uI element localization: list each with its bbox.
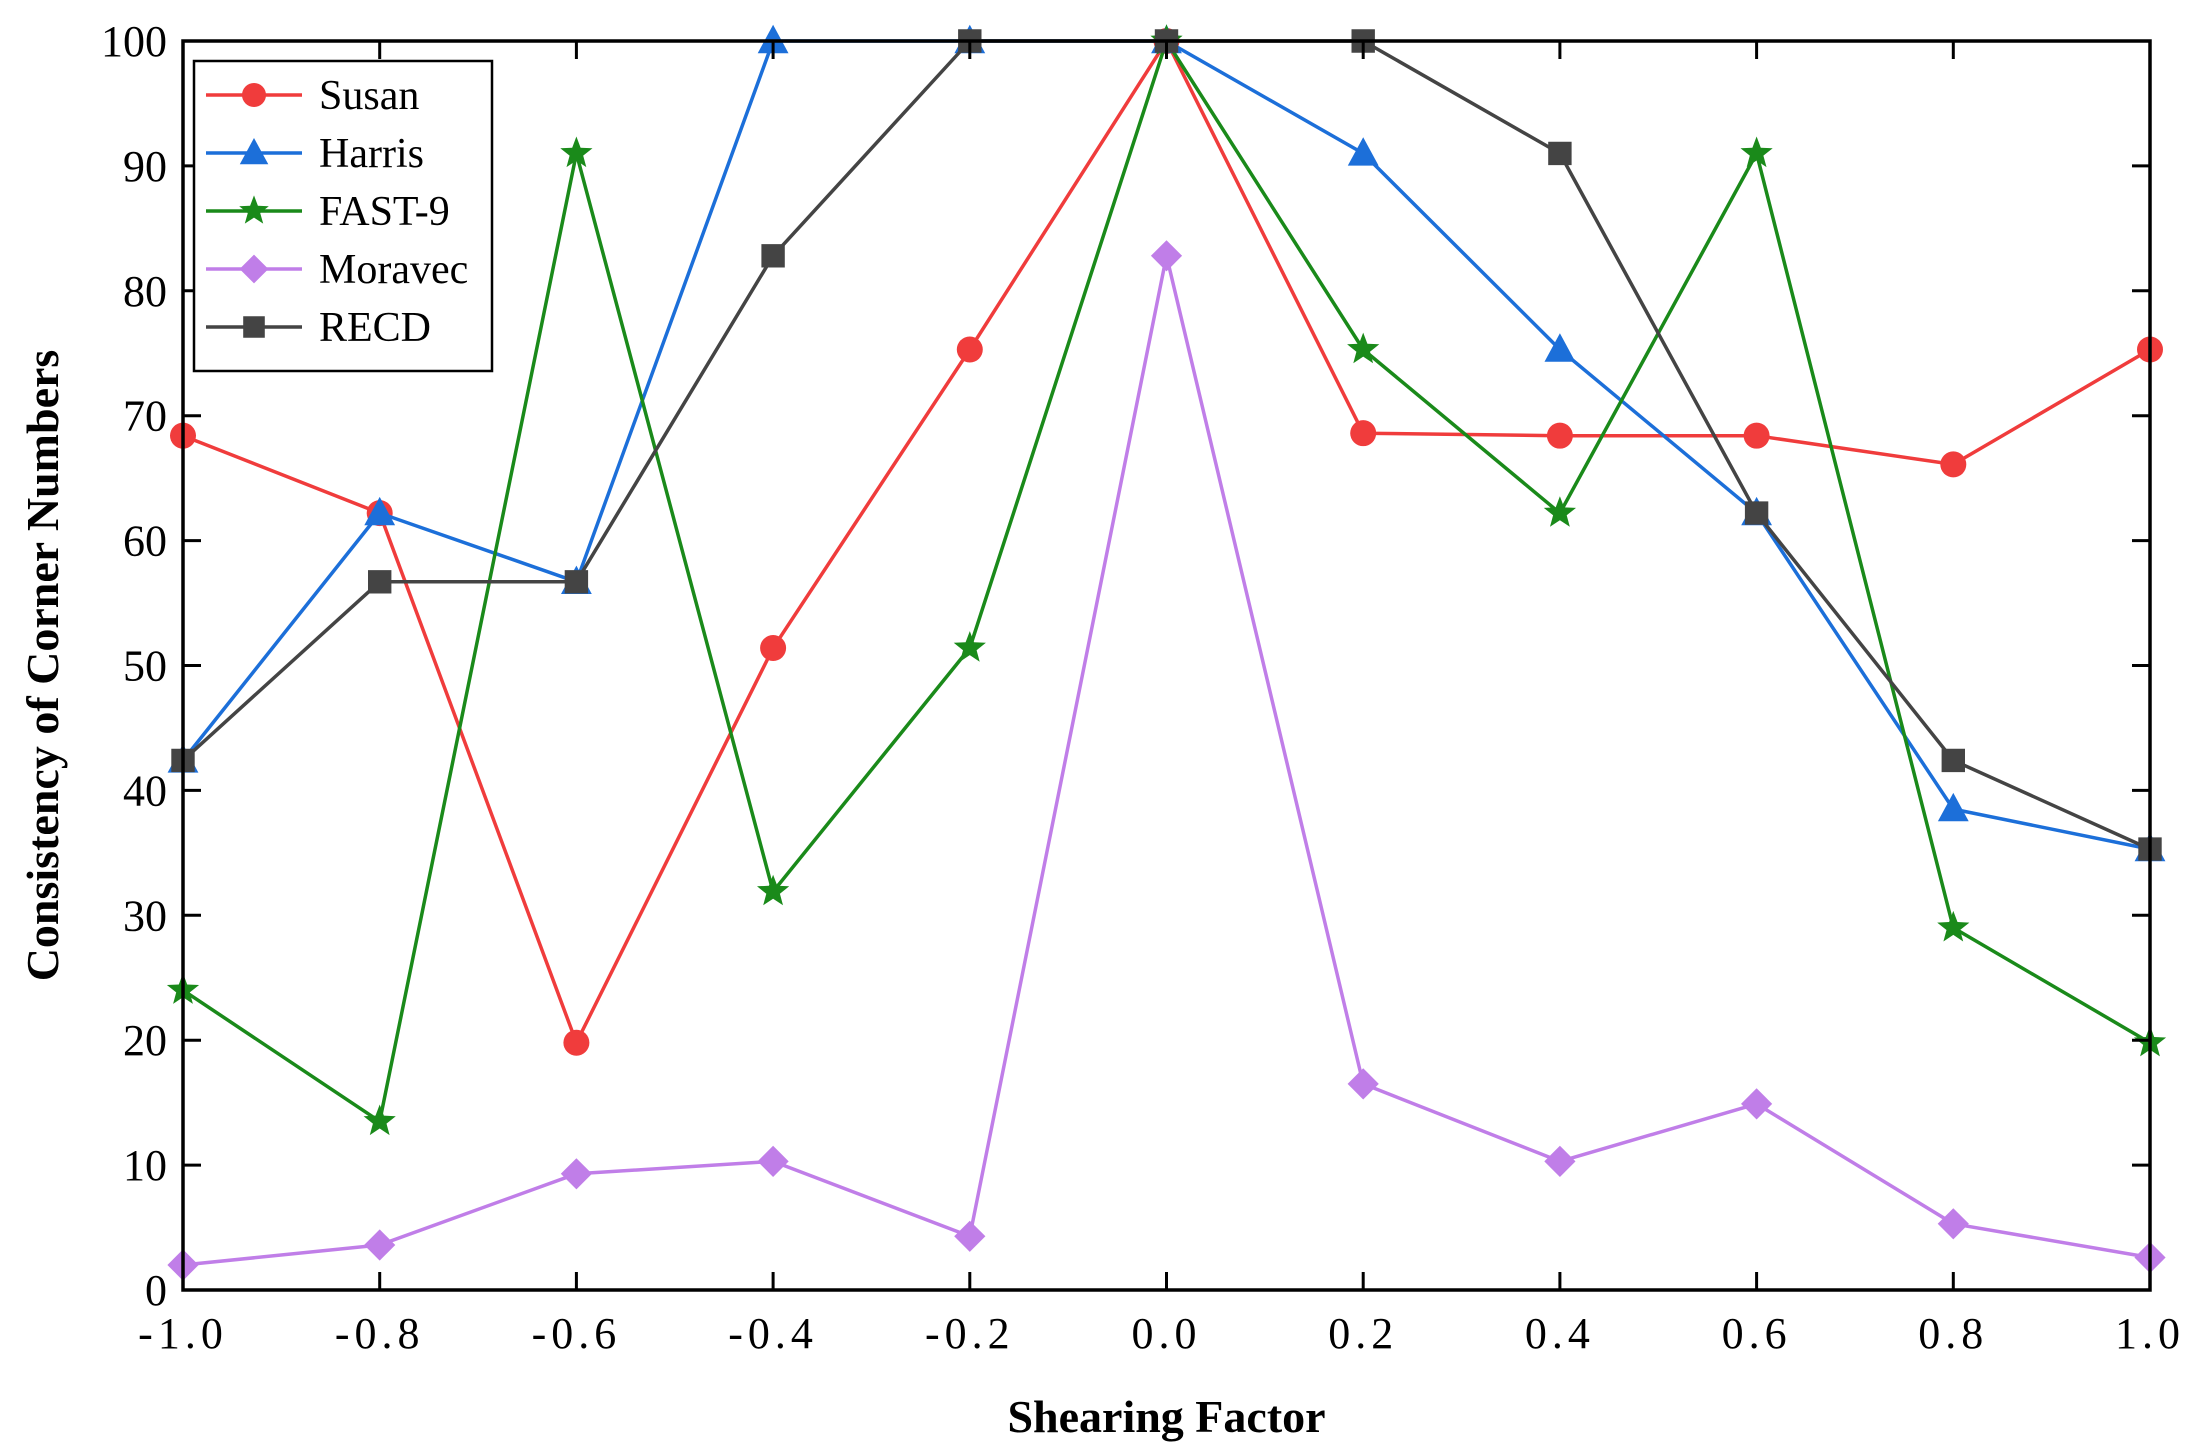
data-point [1741,1088,1773,1120]
axes: 0 10 20 30 40 50 60 70 80 90 100 -1.0 -0.8 -0.6 -0.4 -0… [101,17,2185,1358]
data-point [560,1158,592,1190]
legend-marker [239,254,269,284]
data-point [1347,332,1380,364]
x-tick-label: 0.2 [1328,1309,1398,1358]
data-point [1546,422,1573,449]
x-tick-label: -0.4 [728,1309,818,1358]
legend-label: RECD [319,305,431,351]
legend-marker [239,138,269,165]
y-tick-label: 50 [123,642,167,691]
x-tick-label: -0.8 [335,1309,425,1358]
data-point [1940,451,1967,478]
legend-label: Susan [319,73,419,119]
data-point [757,1145,789,1177]
x-tick-label: 0.6 [1722,1309,1792,1358]
data-point [563,1029,590,1056]
data-point [761,244,785,268]
data-point [1937,1208,1969,1240]
data-point [1941,748,1965,773]
data-point [1743,422,1770,449]
data-point [1548,141,1572,166]
data-point [1937,792,1969,822]
legend-marker [242,83,266,107]
data-point [1544,333,1576,362]
y-tick-label: 10 [123,1141,167,1190]
data-point [956,336,983,363]
x-tick-label: -1.0 [138,1309,228,1358]
data-point [560,136,593,168]
plot-marks [166,24,2167,1281]
data-point [1350,420,1377,447]
y-axis-title: Consistency of Corner Numbers [17,350,68,982]
data-point [1744,501,1769,525]
x-tick-label: 0.8 [1918,1309,1988,1358]
legend-item: RECD [206,305,431,351]
y-tick-label: 60 [123,517,167,566]
x-tick-label: -0.2 [925,1309,1015,1358]
data-point [368,570,392,594]
data-point [757,24,789,54]
data-point [953,631,986,662]
data-point [363,1104,396,1136]
legend-label: FAST-9 [319,189,450,235]
data-point [1937,910,1970,942]
y-tick-label: 80 [123,267,167,316]
legend-label: Harris [319,131,424,177]
x-tick-label: 1.0 [2115,1309,2185,1358]
data-point [1150,240,1183,272]
legend-item: FAST-9 [206,189,450,235]
legend-marker [243,316,265,338]
y-tick-label: 20 [123,1016,167,1065]
y-tick-label: 100 [101,17,167,66]
legend-item: Moravec [206,247,468,293]
data-point [1543,496,1576,527]
x-tick-label: -0.6 [532,1309,622,1358]
legend-label: Moravec [319,247,468,293]
data-point [564,570,589,594]
y-tick-label: 40 [123,766,167,815]
data-point [954,1220,986,1252]
x-axis-title: Shearing Factor [1007,1391,1325,1442]
data-point [364,496,396,526]
legend-item: Susan [206,73,419,119]
series-moravec [167,240,2166,1281]
series-line [182,254,2151,1267]
data-point [364,1229,396,1261]
x-tick-label: 0.0 [1132,1309,1202,1358]
data-point [1740,136,1773,168]
y-tick-label: 0 [145,1266,167,1315]
y-tick-label: 70 [123,392,167,441]
data-point [757,874,790,906]
x-tick-label: 0.4 [1525,1309,1595,1358]
legend-marker [239,195,269,224]
y-tick-label: 30 [123,891,167,940]
data-point [1544,1145,1576,1177]
legend: Susan Harris FAST-9 Moravec RECD [192,59,494,373]
legend-item: Harris [206,131,424,177]
y-tick-label: 90 [123,142,167,191]
data-point [1347,1068,1379,1100]
data-point [760,635,787,662]
data-point [1347,137,1379,166]
